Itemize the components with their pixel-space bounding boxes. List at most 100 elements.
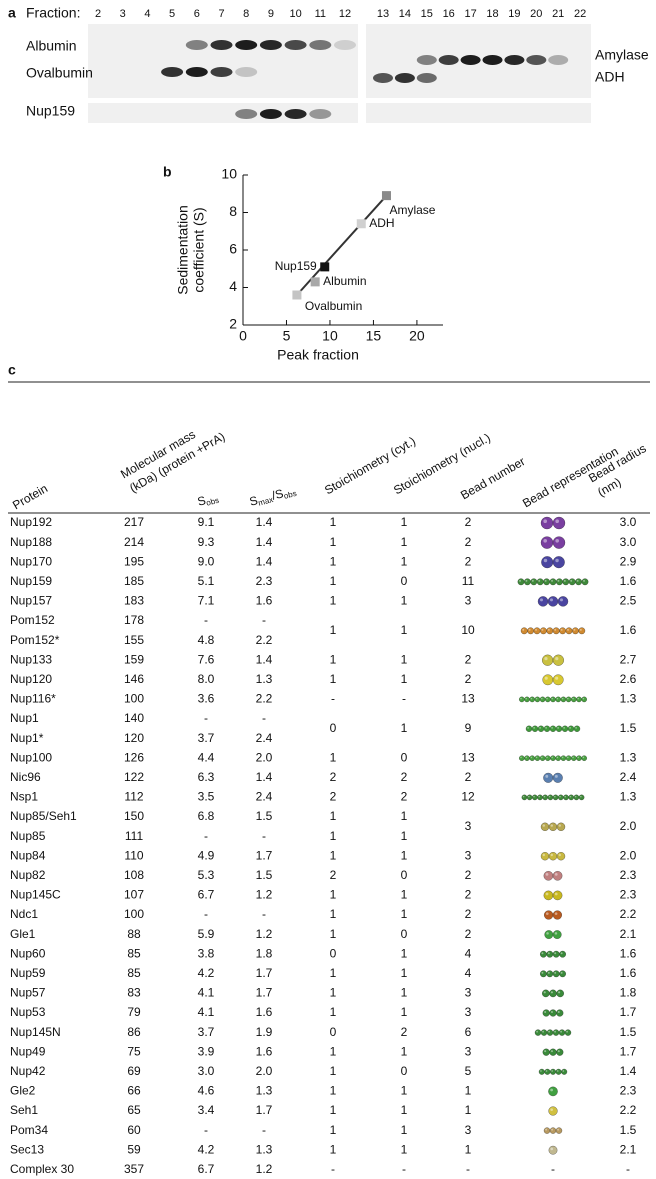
table-cell: 3.0 [620, 515, 637, 529]
table-cell: 1.2 [256, 888, 273, 902]
table-cell: 86 [127, 1025, 141, 1039]
table-cell: 1.4 [620, 1064, 637, 1078]
gel-band [417, 73, 437, 83]
bead-highlight [549, 796, 551, 798]
bead-highlight [546, 932, 549, 935]
table-cell: 1 [401, 907, 408, 921]
bead [543, 675, 553, 685]
table-cell: 88 [127, 927, 141, 941]
bead [547, 1030, 553, 1036]
x-tick-label: 0 [239, 328, 247, 344]
bead [545, 1069, 551, 1075]
bead-highlight [525, 698, 527, 700]
bead-highlight [546, 873, 549, 876]
table-cell: 75 [127, 1044, 141, 1058]
bead-highlight [555, 932, 558, 935]
table-cell: 4 [465, 946, 472, 960]
bead-highlight [561, 952, 563, 954]
bead-highlight [577, 757, 579, 759]
header-part: obs [283, 489, 298, 501]
gel-label: Nup159 [26, 103, 75, 119]
bead [543, 1010, 550, 1017]
bead [548, 1087, 557, 1096]
bead [556, 1010, 563, 1017]
table-cell: 0 [330, 1025, 337, 1039]
bead [519, 697, 524, 702]
table-cell: 2 [330, 770, 337, 784]
table-cell: - [402, 692, 406, 706]
table-cell: 9 [465, 721, 472, 735]
table-cell: 1 [401, 966, 408, 980]
bead-highlight [557, 698, 559, 700]
table-cell: 155 [124, 633, 144, 647]
bead-highlight [563, 727, 565, 729]
bead [530, 697, 535, 702]
table-cell: 2 [401, 1025, 408, 1039]
table-cell: 1.6 [256, 1044, 273, 1058]
table-cell: - [466, 1162, 470, 1176]
table-cell: 1 [330, 1123, 337, 1137]
table-cell: 1 [401, 888, 408, 902]
bead [575, 579, 581, 585]
point-label: Amylase [389, 203, 435, 217]
table-cell: 195 [124, 554, 144, 568]
gel-band [285, 40, 307, 50]
table-cell: - [204, 613, 208, 627]
bead-highlight [551, 1070, 553, 1072]
table-cell: 3 [465, 1123, 472, 1137]
bead-highlight [577, 580, 579, 582]
gel-band [334, 40, 356, 50]
bead [521, 628, 527, 634]
bead [544, 871, 553, 880]
table-cell: 0 [401, 927, 408, 941]
bead [557, 823, 565, 831]
table-cell: 1.4 [256, 515, 273, 529]
bead [524, 756, 529, 761]
table-cell: 120 [124, 731, 144, 745]
bead-highlight [545, 727, 547, 729]
bead-highlight [566, 1031, 568, 1033]
bead-highlight [562, 757, 564, 759]
table-cell: 3.9 [198, 1044, 215, 1058]
table-cell: 2.0 [620, 848, 637, 862]
point [357, 219, 366, 228]
table-cell: Nup192 [10, 515, 52, 529]
y-tick-label: 8 [229, 203, 237, 219]
table-cell: 1 [401, 721, 408, 735]
table-cell: 1.4 [256, 652, 273, 666]
table-cell: 0 [401, 868, 408, 882]
gel-band [260, 109, 282, 119]
table-cell: 1.6 [620, 946, 637, 960]
bead-highlight [523, 796, 525, 798]
table-cell: Pom152 [10, 613, 55, 627]
table-cell: 6.7 [198, 1162, 215, 1176]
bead [537, 795, 542, 800]
table-cell: 85 [127, 946, 141, 960]
bead-highlight [563, 1070, 565, 1072]
table-cell: 1.5 [620, 1123, 637, 1137]
table-cell: - [204, 711, 208, 725]
table-cell: 66 [127, 1084, 141, 1098]
bead-highlight [564, 580, 566, 582]
bead-highlight [554, 796, 556, 798]
table-cell: 9.0 [198, 554, 215, 568]
table-cell: 1 [330, 986, 337, 1000]
bead [541, 556, 553, 568]
table-cell: 1 [401, 848, 408, 862]
table-cell: Ndc1 [10, 907, 38, 921]
table-cell: 2 [330, 868, 337, 882]
bead [541, 1030, 547, 1036]
table-cell: 1 [330, 750, 337, 764]
bead [541, 823, 549, 831]
bead [553, 911, 562, 920]
table-cell: 217 [124, 515, 144, 529]
fraction-number: 4 [144, 8, 150, 20]
bead [540, 697, 545, 702]
table-cell: 2 [465, 652, 472, 666]
bead [543, 795, 548, 800]
bead [582, 756, 587, 761]
fraction-number: 11 [315, 8, 326, 20]
bead [548, 795, 553, 800]
bead [550, 1069, 556, 1075]
table-cell: 2 [465, 770, 472, 784]
